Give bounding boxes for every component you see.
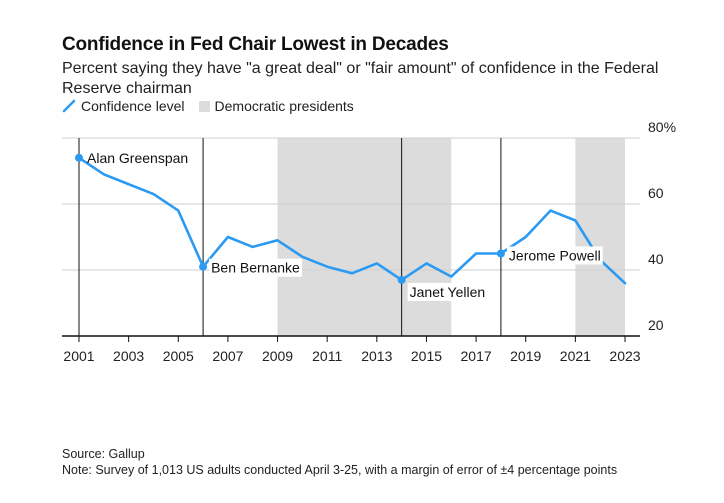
y-tick-label-60: 60 <box>648 185 664 201</box>
annotation-label-3: Jerome Powell <box>509 248 601 264</box>
annotation-label-0: Alan Greenspan <box>87 150 188 166</box>
annotation-point-1 <box>199 262 208 271</box>
x-tick-label-2007: 2007 <box>212 348 243 364</box>
annotation-point-3 <box>496 249 505 258</box>
x-tick-label-2021: 2021 <box>560 348 591 364</box>
footnote: Note: Survey of 1,013 US adults conducte… <box>62 463 618 477</box>
source-note: Source: Gallup <box>62 447 145 461</box>
x-tick-label-2005: 2005 <box>163 348 194 364</box>
legend-item-line: Confidence level <box>62 98 185 114</box>
annotation-label-1: Ben Bernanke <box>211 260 300 276</box>
annotation-point-0 <box>75 153 83 162</box>
legend: Confidence level Democratic presidents <box>62 98 368 114</box>
legend-line-label: Confidence level <box>81 98 185 114</box>
x-tick-label-2017: 2017 <box>461 348 492 364</box>
x-tick-label-2009: 2009 <box>262 348 293 364</box>
democratic-band-0 <box>277 138 452 336</box>
annotation-label-bg-1 <box>209 258 303 277</box>
legend-band-label: Democratic presidents <box>214 98 354 114</box>
chart-title: Confidence in Fed Chair Lowest in Decade… <box>62 34 449 55</box>
y-tick-label-40: 40 <box>648 251 664 267</box>
x-tick-label-2013: 2013 <box>361 348 392 364</box>
legend-item-band: Democratic presidents <box>198 98 354 114</box>
series-line-0 <box>77 156 627 285</box>
x-tick-label-2015: 2015 <box>411 348 442 364</box>
x-tick-label-2023: 2023 <box>609 348 640 364</box>
y-tick-label-20: 20 <box>648 317 664 333</box>
y-tick-label-80: 80% <box>648 119 676 135</box>
annotation-point-2 <box>397 275 406 284</box>
democratic-band-1 <box>575 138 625 336</box>
x-tick-label-2003: 2003 <box>113 348 144 364</box>
annotation-label-2: Janet Yellen <box>410 284 486 300</box>
line-chart: 20 40 60 80% 2001 2003 2005 2007 2009 2011 2013 201… <box>62 119 676 364</box>
x-tick-label-2019: 2019 <box>510 348 541 364</box>
x-tick-label-2011: 2011 <box>312 348 342 364</box>
band-swatch-icon <box>198 100 210 112</box>
x-tick-label-2001: 2001 <box>63 348 94 364</box>
chart-subtitle: Percent saying they have "a great deal" … <box>62 60 659 97</box>
annotation-label-bg-3 <box>506 246 603 265</box>
line-swatch-icon <box>62 99 76 113</box>
annotation-label-bg-2 <box>407 282 488 301</box>
